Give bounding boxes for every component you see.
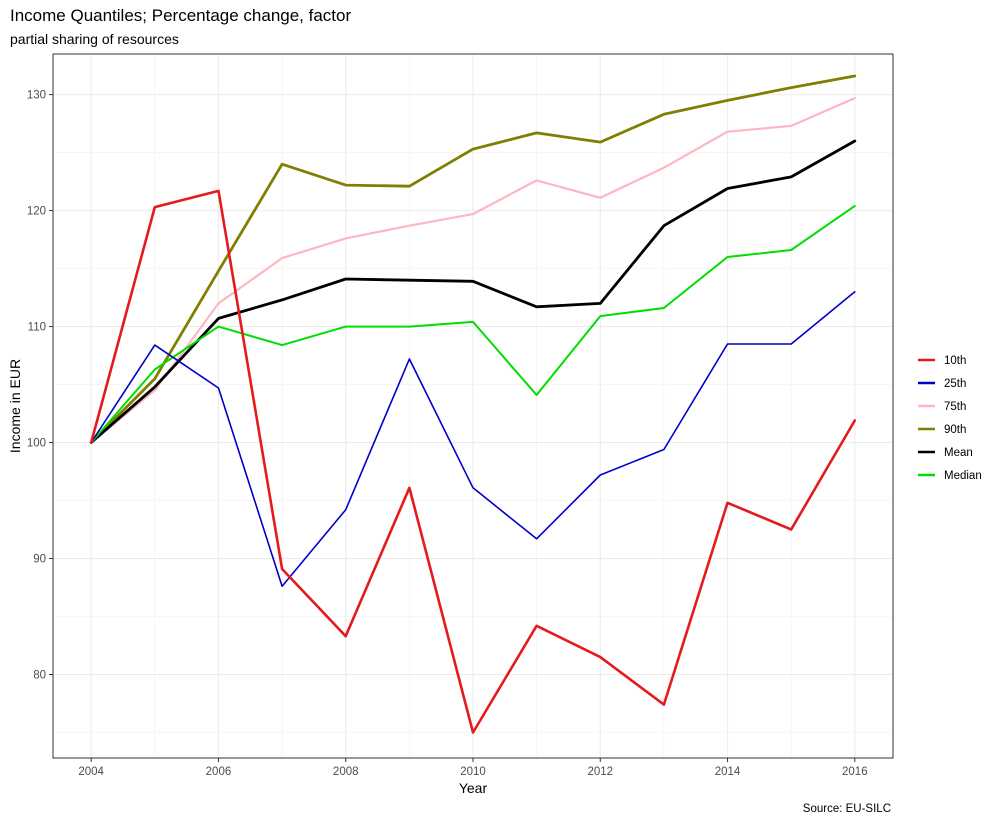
legend-label-median: Median (944, 470, 982, 482)
y-axis-title: Income in EUR (7, 359, 23, 453)
legend-label-10th: 10th (944, 355, 966, 367)
series-line-median (90, 204, 856, 444)
series-line-25th (90, 290, 856, 588)
y-tick-label: 120 (27, 206, 46, 218)
x-tick-label: 2014 (715, 766, 741, 778)
legend-label-75th: 75th (944, 401, 966, 413)
series-line-10th (89, 189, 857, 734)
series-line-75th (90, 96, 856, 444)
x-tick-label: 2012 (587, 766, 613, 778)
y-tick-label: 110 (28, 322, 46, 334)
grid (53, 54, 893, 758)
caption: Source: EU-SILC (803, 803, 891, 815)
y-tick-label: 80 (33, 669, 46, 681)
x-tick-label: 2010 (460, 766, 486, 778)
x-tick-label: 2004 (78, 766, 104, 778)
legend: 10th 25th 75th 90th Mean Median (918, 355, 982, 482)
x-tick-label: 2016 (842, 766, 868, 778)
legend-label-25th: 25th (944, 378, 966, 390)
x-axis: 2004 2006 2008 2010 2012 2014 2016 (78, 758, 868, 778)
series-line-mean (89, 139, 857, 444)
legend-label-mean: Mean (944, 447, 973, 459)
legend-label-90th: 90th (944, 424, 966, 436)
series-line-90th (89, 74, 857, 444)
series-lines (89, 74, 857, 734)
y-tick-label: 130 (27, 90, 46, 102)
chart-title: Income Quantiles; Percentage change, fac… (10, 6, 352, 25)
y-axis: 80 90 100 110 120 130 (27, 90, 53, 681)
y-tick-label: 90 (33, 554, 46, 566)
chart-subtitle: partial sharing of resources (10, 31, 179, 47)
x-axis-title: Year (459, 780, 488, 796)
y-tick-label: 100 (27, 438, 46, 450)
x-tick-label: 2008 (333, 766, 359, 778)
x-tick-label: 2006 (206, 766, 232, 778)
